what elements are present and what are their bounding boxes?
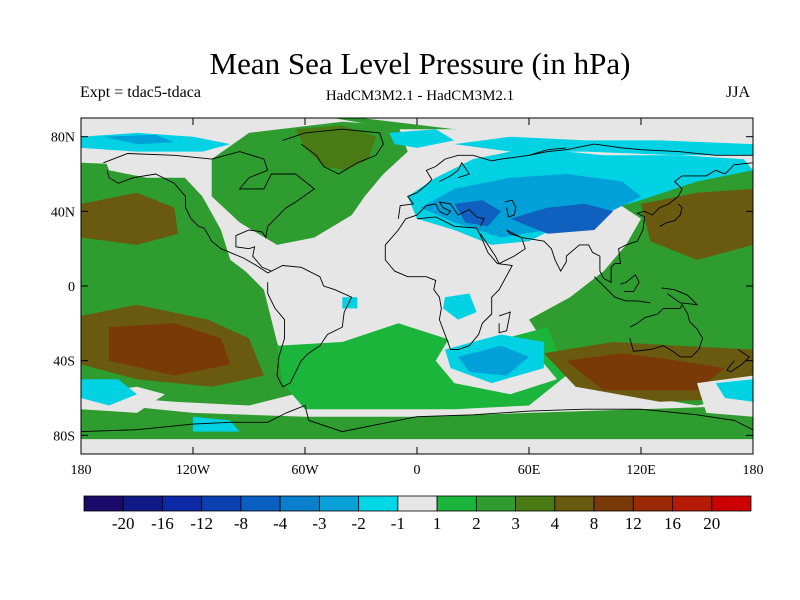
lon-tick-label: 120E	[626, 463, 656, 478]
colorbar-swatch	[672, 495, 713, 512]
coast-borneo	[620, 274, 640, 293]
colorbar-swatch	[279, 495, 320, 512]
colorbar-label: -4	[273, 514, 288, 533]
neg-south-pacific-mid	[193, 416, 240, 432]
coast-north-america	[103, 151, 316, 274]
colorbar-label: -12	[190, 514, 213, 533]
neg-asia-core	[510, 203, 613, 234]
coast-greenland	[282, 128, 384, 175]
pressure-field	[81, 118, 753, 454]
colorbar-label: 2	[472, 514, 481, 533]
colorbar-label: 8	[590, 514, 599, 533]
lon-tick-label: 60E	[518, 463, 541, 478]
coast-sea-islands	[593, 276, 651, 304]
colorbar-swatch	[358, 495, 399, 512]
colorbar-swatch	[593, 495, 634, 512]
neg-middle-east-core	[454, 200, 501, 227]
lat-tick-label: 0	[68, 280, 75, 295]
pos-antarctic-band	[81, 401, 753, 440]
lat-tick-label: 40N	[51, 205, 75, 220]
lat-tick-label: 40S	[53, 355, 75, 370]
neutral-arctic	[361, 118, 753, 156]
lat-tick-label: 80N	[51, 131, 75, 146]
colorbar-label: -20	[112, 514, 135, 533]
pos-se-pacific-inner	[109, 323, 231, 376]
neg-south-indian-core	[458, 345, 529, 376]
neg-canada-arctic-core	[103, 134, 175, 145]
lon-tick-label: 0	[414, 463, 421, 478]
colorbar-swatch	[632, 495, 673, 512]
colorbar-swatch	[162, 495, 203, 512]
lon-tick-label: 180	[71, 463, 92, 478]
coast-japan	[659, 203, 683, 227]
coast-new-zealand	[726, 349, 751, 373]
lon-tick-label: 60W	[291, 463, 319, 478]
coast-asia-arctic	[528, 143, 753, 156]
colorbar-label: -3	[312, 514, 326, 533]
coastlines	[81, 128, 753, 433]
pos-west-pacific-core	[641, 188, 753, 260]
coast-new-guinea	[661, 287, 699, 306]
pos-indian-inner	[566, 353, 725, 391]
experiment-label: Expt = tdac5-tdaca	[80, 84, 201, 101]
colorbar-swatch	[201, 495, 242, 512]
lon-tick-label: 180	[743, 463, 764, 478]
coast-africa	[384, 216, 513, 350]
coast-asia-south	[506, 162, 753, 284]
colorbar-label: -16	[151, 514, 174, 533]
neg-brazil-patch	[342, 297, 358, 309]
model-difference-label: HadCM3M2.1 - HadCM3M2.1	[325, 88, 515, 104]
coast-europe	[397, 147, 567, 219]
colorbar-label: 3	[511, 514, 520, 533]
pos-north-pacific-core	[81, 192, 179, 245]
colorbar-label: 20	[703, 514, 720, 533]
coast-mediterranean	[405, 201, 485, 227]
colorbar-label: 16	[664, 514, 681, 533]
coast-madagascar	[498, 311, 511, 334]
axis-ticks: 80N 40N 0 40S 80S 180 120W 60W 0 60E 120E 180	[51, 118, 764, 478]
neutral-south-america	[267, 263, 350, 342]
coast-arabia	[480, 229, 526, 265]
colorbar-swatch	[319, 495, 360, 512]
colorbar-label: -1	[391, 514, 405, 533]
coast-australia	[629, 303, 704, 358]
colorbar: -20 -16 -12 -8 -4 -3 -2 -1 1 2 3 4 8 12 16 20	[83, 495, 752, 533]
colorbar-label: 1	[433, 514, 442, 533]
pos-greenland-core	[295, 125, 376, 171]
colorbar-swatch	[475, 495, 516, 512]
colorbar-label: -8	[234, 514, 248, 533]
colorbar-swatch	[711, 495, 752, 512]
neutral-north-america	[103, 151, 197, 178]
lat-tick-label: 80S	[53, 429, 75, 444]
lon-tick-label: 120W	[176, 463, 211, 478]
coast-caspian	[504, 199, 517, 218]
neg-south-africa	[443, 293, 477, 320]
coast-scandinavia-baltic	[439, 161, 471, 182]
map-title: Mean Sea Level Pressure (in hPa)	[209, 46, 631, 81]
neutral-africa	[383, 222, 515, 350]
neg-greenland-east	[389, 129, 455, 148]
colorbar-swatch	[554, 495, 595, 512]
colorbar-label: 12	[625, 514, 642, 533]
neg-east-south	[715, 379, 753, 402]
colorbar-label: 4	[551, 514, 560, 533]
neg-arctic-north	[454, 136, 753, 156]
colorbar-swatch	[515, 495, 556, 512]
colorbar-swatch	[122, 495, 163, 512]
coast-south-america	[267, 265, 353, 388]
season-label: JJA	[726, 84, 751, 101]
colorbar-swatch	[240, 495, 281, 512]
colorbar-label: -2	[352, 514, 366, 533]
colorbar-swatch	[83, 495, 124, 512]
colorbar-swatch	[397, 495, 438, 512]
coast-antarctica	[81, 404, 753, 433]
colorbar-swatch	[436, 495, 477, 512]
neg-south-pacific-west	[81, 379, 137, 406]
